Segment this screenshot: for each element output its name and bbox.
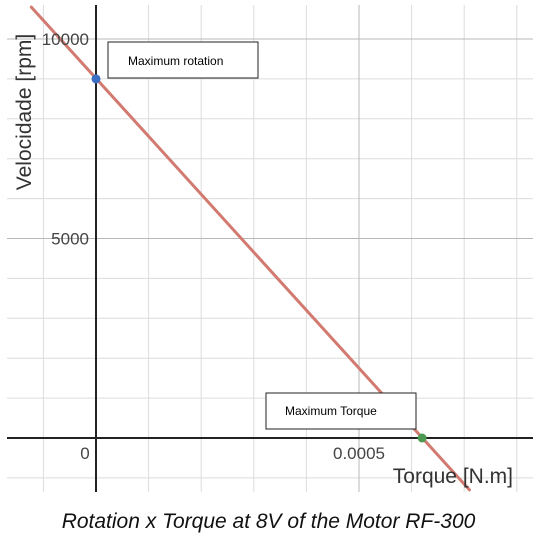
annotation-label: Maximum rotation bbox=[128, 54, 223, 68]
annotation-label: Maximum Torque bbox=[285, 404, 377, 418]
data-point bbox=[91, 74, 101, 84]
axes bbox=[7, 5, 533, 492]
points-layer bbox=[91, 74, 427, 443]
tick-labels: 0 0.0005 5000 10000 bbox=[42, 30, 385, 463]
axis-titles: Torque [N.m] Velocidade [rpm] bbox=[13, 34, 513, 488]
y-tick-label: 5000 bbox=[51, 230, 89, 249]
data-point bbox=[417, 433, 427, 443]
annotation-box bbox=[107, 41, 259, 79]
x-tick-label: 0.0005 bbox=[333, 444, 385, 463]
x-axis-title: Torque [N.m] bbox=[393, 465, 513, 488]
x-tick-label: 0 bbox=[80, 444, 89, 463]
annotations: Maximum rotation Maximum Torque bbox=[107, 41, 417, 430]
y-tick-label: 10000 bbox=[42, 30, 89, 49]
annotation-box bbox=[265, 392, 417, 430]
figure-caption: Rotation x Torque at 8V of the Motor RF-… bbox=[61, 510, 476, 533]
y-axis-title: Velocidade [rpm] bbox=[13, 34, 36, 190]
